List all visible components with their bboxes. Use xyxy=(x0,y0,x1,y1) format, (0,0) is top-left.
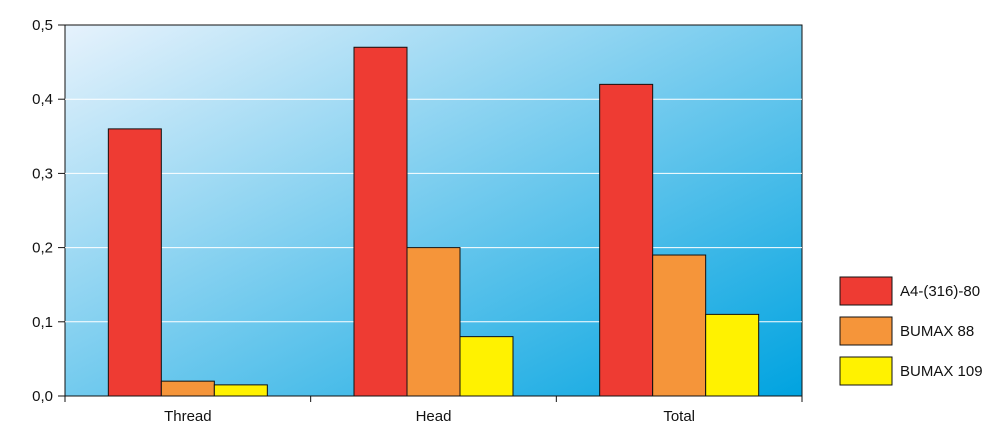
bar-bumax-109-thread xyxy=(213,384,268,397)
bar-a4-316-80-thread xyxy=(107,128,162,397)
legend-label: A4-(316)-80 xyxy=(900,283,980,300)
legend-label: BUMAX 109 xyxy=(900,363,983,380)
y-tick-label: 0,4 xyxy=(32,91,53,108)
x-category-label: Thread xyxy=(164,408,212,425)
bar-bumax-109-total xyxy=(705,313,760,397)
y-tick-label: 0,5 xyxy=(32,17,53,34)
x-category-label: Head xyxy=(416,408,452,425)
bar-a4-316-80-total xyxy=(599,83,654,397)
bar-bumax-88-total xyxy=(652,254,707,397)
bars xyxy=(107,46,760,397)
legend: A4-(316)-80 BUMAX 88 BUMAX 109 xyxy=(839,276,983,386)
y-tick-label: 0,0 xyxy=(32,388,53,405)
y-tick-label: 0,3 xyxy=(32,165,53,182)
y-tick-label: 0,1 xyxy=(32,314,53,331)
y-tick-label: 0,2 xyxy=(32,240,53,257)
legend-swatch xyxy=(839,276,893,306)
legend-swatch xyxy=(839,316,893,346)
x-category-label: Total xyxy=(663,408,695,425)
bar-a4-316-80-head xyxy=(353,46,408,397)
bar-bumax-88-thread xyxy=(160,380,215,397)
bar-bumax-88-head xyxy=(406,247,461,397)
legend-swatch xyxy=(839,356,893,386)
bar-bumax-109-head xyxy=(459,336,514,397)
y-axis: 0,0 0,1 0,2 0,3 0,4 0,5 xyxy=(32,17,65,405)
legend-label: BUMAX 88 xyxy=(900,323,974,340)
x-axis: Thread Head Total xyxy=(64,396,803,425)
